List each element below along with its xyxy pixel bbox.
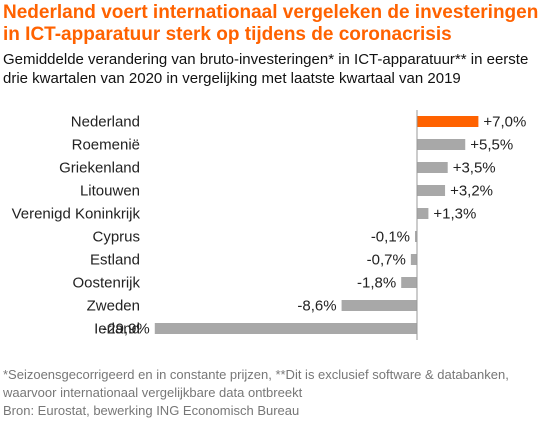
chart-subtitle: Gemiddelde verandering van bruto-investe…: [3, 51, 529, 87]
bar: [417, 116, 479, 127]
category-label: Zweden: [87, 298, 140, 315]
data-label: +3,2%: [450, 183, 493, 200]
category-label: Roemenië: [72, 137, 140, 154]
category-label: Cyprus: [92, 229, 140, 246]
category-label: Nederland: [71, 114, 140, 131]
bar: [417, 139, 466, 150]
category-label: Litouwen: [80, 183, 140, 200]
bar-chart: Nederland +7,0% Roemenië +5,5% Griekenland +3…: [12, 110, 526, 340]
category-label: Oostenrijk: [72, 275, 140, 292]
bar: [401, 277, 417, 288]
category-label: Verenigd Koninkrijk: [12, 206, 141, 223]
data-label: -0,7%: [367, 252, 406, 269]
category-label: Estland: [90, 252, 140, 269]
data-label: +1,3%: [433, 206, 476, 223]
data-label: -1,8%: [357, 275, 396, 292]
bar: [410, 254, 417, 265]
data-label: -29,9%: [102, 321, 150, 338]
category-label: Griekenland: [59, 160, 140, 177]
chart-footnote: *Seizoensgecorrigeerd en in constante pr…: [3, 366, 548, 420]
bar: [341, 300, 417, 311]
data-label: +7,0%: [483, 114, 526, 131]
bar: [415, 231, 417, 242]
chart-title: Nederland voert internationaal vergeleke…: [3, 2, 539, 45]
bar: [417, 208, 429, 219]
bar: [417, 162, 448, 173]
category-label: Ierland: [94, 321, 140, 338]
data-label: -8,6%: [297, 298, 336, 315]
bar: [154, 323, 418, 334]
footnote-text: *Seizoensgecorrigeerd en in constante pr…: [3, 367, 509, 400]
bar: [417, 185, 446, 196]
data-label: -0,1%: [371, 229, 410, 246]
data-label: +3,5%: [453, 160, 496, 177]
data-label: +5,5%: [470, 137, 513, 154]
source-text: Bron: Eurostat, bewerking ING Economisch…: [3, 403, 300, 418]
